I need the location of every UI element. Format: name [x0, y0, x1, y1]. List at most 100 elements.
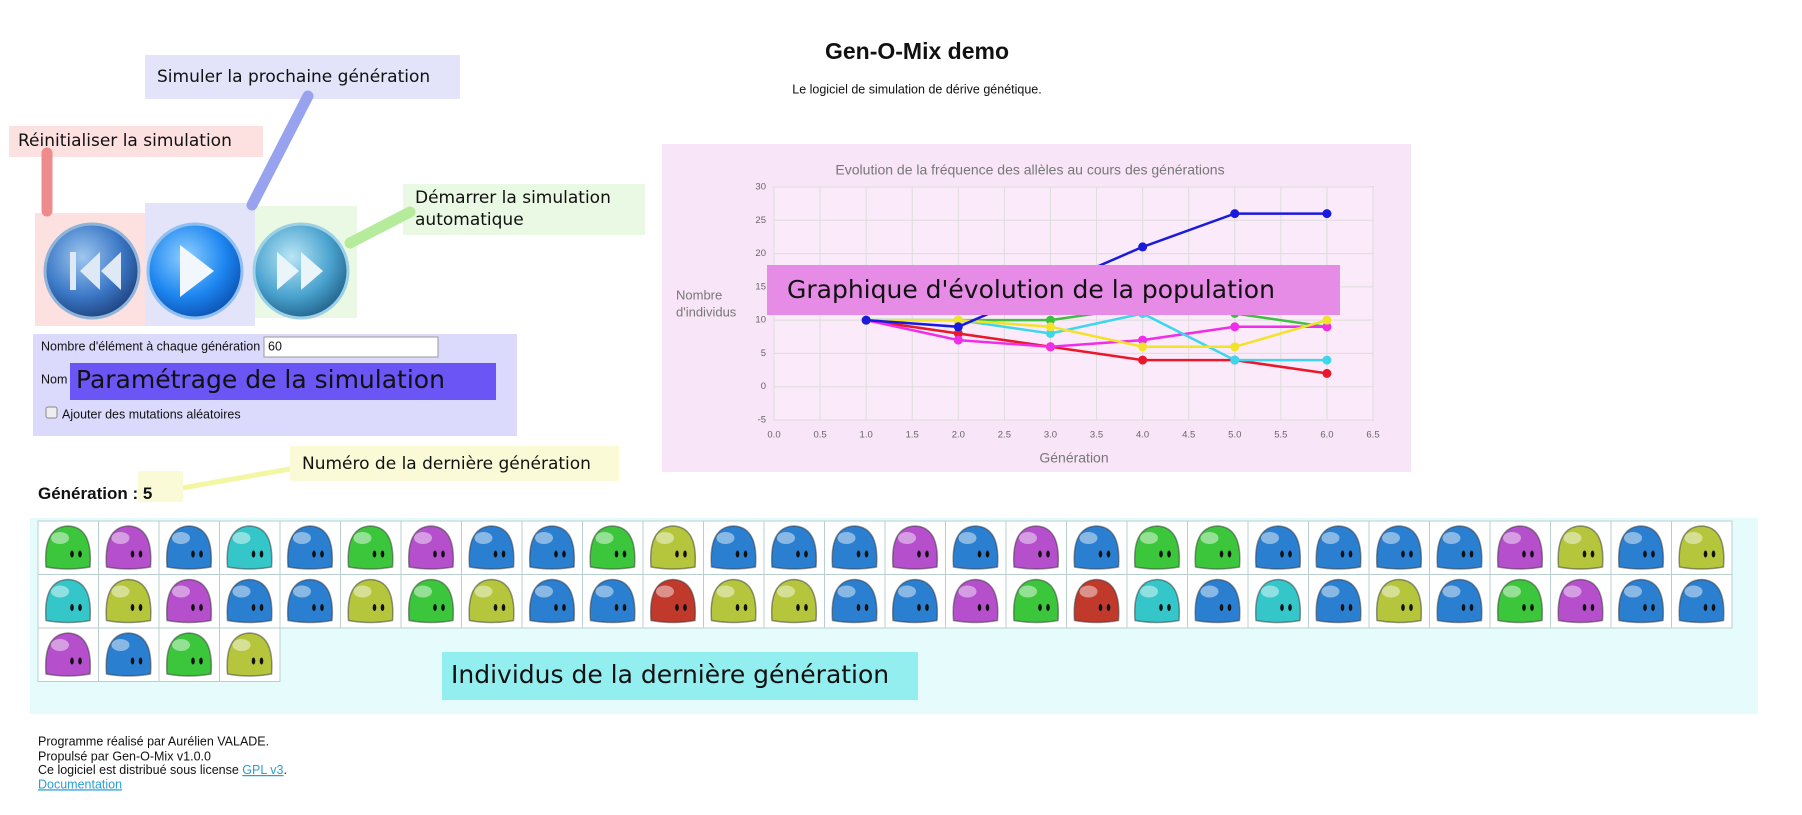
point — [1138, 342, 1148, 352]
individual — [1126, 574, 1188, 629]
annotation: Réinitialiser la simulation — [18, 131, 232, 151]
point — [1045, 322, 1055, 332]
input[interactable] — [263, 336, 439, 358]
footer-text: Ce logiciel est distribué sous license G… — [38, 763, 287, 777]
blob — [1678, 525, 1725, 570]
eye — [804, 604, 808, 611]
blob — [165, 578, 213, 624]
point — [953, 335, 963, 345]
x-tick-label: 0.5 — [813, 430, 826, 441]
highlight — [777, 585, 795, 598]
x-tick-label: 1.0 — [860, 430, 873, 441]
highlight — [716, 532, 735, 544]
step-button[interactable] — [146, 222, 244, 320]
highlight — [51, 639, 69, 651]
field-label: Nom — [41, 372, 67, 386]
checkbox[interactable] — [45, 406, 58, 419]
blob — [589, 578, 636, 624]
x-tick-label: 1.5 — [906, 430, 919, 441]
annotation: Démarrer la simulation — [415, 188, 611, 208]
highlight — [172, 585, 190, 598]
eye — [433, 550, 437, 558]
series-line — [866, 318, 1328, 349]
blob — [1133, 578, 1181, 624]
blob — [710, 578, 757, 624]
auto-button[interactable] — [252, 222, 350, 320]
blob — [891, 578, 939, 624]
eye — [191, 657, 195, 665]
individual — [158, 574, 220, 629]
blob — [347, 578, 394, 624]
eye — [138, 550, 143, 558]
eye — [1159, 550, 1163, 558]
highlight — [716, 585, 735, 598]
highlight — [111, 639, 130, 651]
blob — [1617, 525, 1665, 570]
pointer — [246, 90, 314, 211]
blob — [286, 578, 334, 624]
individual — [763, 574, 825, 629]
eye — [199, 657, 203, 665]
blob — [44, 525, 92, 570]
eye — [1703, 550, 1708, 558]
eye — [1643, 550, 1647, 558]
y-tick-label: 30 — [755, 182, 766, 193]
highlight — [1321, 585, 1340, 598]
eye — [1530, 550, 1534, 558]
annotation-box — [767, 265, 1340, 315]
eye — [1469, 604, 1474, 611]
point — [1322, 209, 1332, 219]
x-axis-label: Génération — [1039, 450, 1108, 466]
link[interactable]: GPL v3 — [242, 763, 283, 777]
eye — [1522, 604, 1526, 611]
eye — [312, 604, 316, 611]
individual — [1066, 574, 1128, 629]
individual — [703, 574, 765, 629]
eye — [78, 604, 82, 611]
point — [1045, 342, 1055, 352]
blob — [165, 525, 213, 570]
eye — [796, 604, 800, 611]
footer-text: Propulsé par Gen-O-Mix v1.0.0 — [38, 749, 211, 763]
eye — [199, 550, 203, 558]
highlight — [138, 471, 183, 502]
eye — [864, 604, 869, 611]
highlight — [1019, 532, 1037, 544]
eye — [985, 604, 990, 611]
eye — [864, 550, 869, 558]
blob — [1375, 525, 1423, 570]
generation-value: 5 — [143, 484, 152, 503]
point — [953, 322, 963, 332]
individual — [1368, 520, 1430, 575]
individual — [1247, 574, 1309, 629]
individual — [1247, 520, 1309, 575]
eye — [441, 550, 445, 558]
pointer — [344, 206, 416, 249]
eye — [917, 550, 921, 558]
x-tick-label: 6.5 — [1366, 430, 1379, 441]
individual — [340, 520, 402, 575]
reset-button[interactable] — [43, 222, 141, 320]
highlight — [535, 585, 553, 598]
blob — [770, 525, 818, 570]
eye — [683, 604, 687, 611]
subtitle: Le logiciel de simulation de dérive géné… — [792, 82, 1041, 96]
x-tick-label: 3.0 — [1044, 430, 1057, 441]
eye — [70, 550, 74, 558]
point — [953, 328, 963, 338]
annotation: automatique — [415, 210, 524, 230]
highlight — [1503, 585, 1521, 598]
eye — [199, 604, 203, 611]
link[interactable]: Documentation — [38, 777, 122, 791]
blob — [407, 578, 455, 624]
annotation: Numéro de la dernière génération — [302, 454, 591, 474]
eye — [614, 550, 619, 558]
eye — [372, 604, 377, 611]
individual — [521, 574, 583, 629]
eye — [1651, 604, 1655, 611]
chart-title: Evolution de la fréquence des allèles au… — [835, 162, 1224, 178]
blob — [1012, 525, 1060, 570]
individual — [1308, 574, 1370, 629]
eye — [501, 550, 506, 558]
individual — [219, 627, 281, 682]
